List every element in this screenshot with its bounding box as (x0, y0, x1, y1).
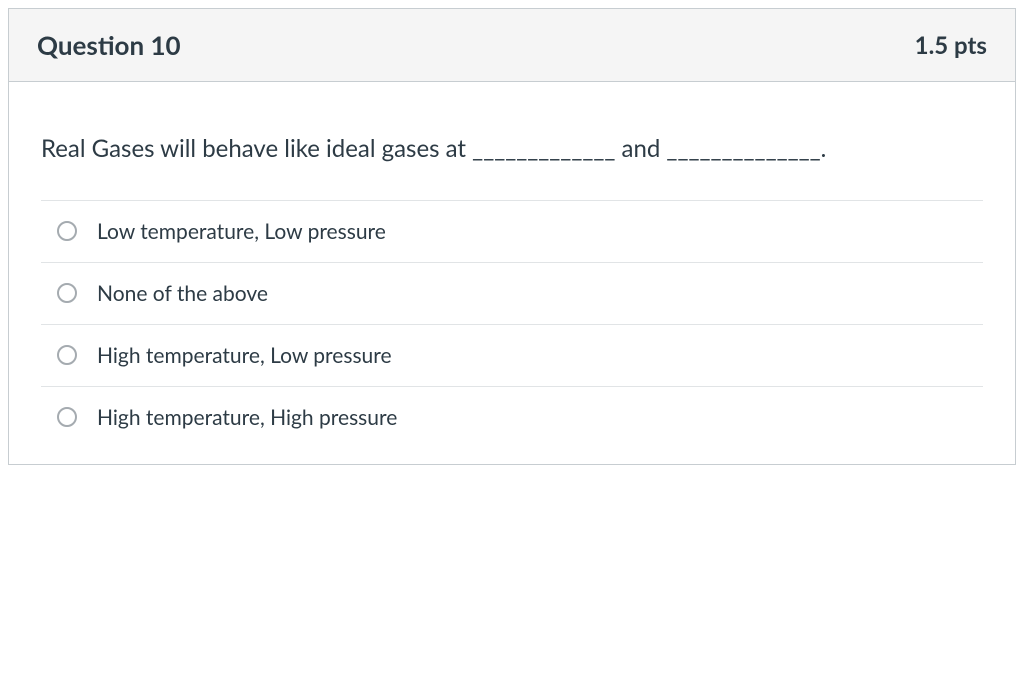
answer-option-0[interactable]: Low temperature, Low pressure (41, 201, 983, 263)
radio-icon[interactable] (57, 283, 77, 303)
question-header: Question 10 1.5 pts (9, 9, 1015, 82)
radio-icon[interactable] (57, 345, 77, 365)
question-body: Real Gases will behave like ideal gases … (9, 82, 1015, 464)
answer-label: High temperature, Low pressure (97, 343, 392, 368)
question-points: 1.5 pts (915, 31, 987, 60)
answers-list: Low temperature, Low pressure None of th… (41, 200, 983, 436)
answer-label: None of the above (97, 281, 268, 306)
question-card: Question 10 1.5 pts Real Gases will beha… (8, 8, 1016, 465)
radio-icon[interactable] (57, 221, 77, 241)
answer-option-3[interactable]: High temperature, High pressure (41, 387, 983, 436)
answer-option-1[interactable]: None of the above (41, 263, 983, 325)
radio-icon[interactable] (57, 407, 77, 427)
answer-option-2[interactable]: High temperature, Low pressure (41, 325, 983, 387)
question-text: Real Gases will behave like ideal gases … (41, 126, 983, 172)
question-title: Question 10 (37, 29, 181, 61)
answer-label: High temperature, High pressure (97, 405, 397, 430)
answer-label: Low temperature, Low pressure (97, 219, 386, 244)
